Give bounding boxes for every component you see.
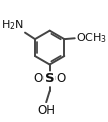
Text: OH: OH [37, 104, 55, 117]
Text: H$_2$N: H$_2$N [1, 18, 24, 32]
Text: O: O [34, 72, 43, 85]
Text: O: O [56, 72, 66, 85]
Text: S: S [45, 72, 54, 85]
Text: OCH$_3$: OCH$_3$ [76, 31, 107, 45]
